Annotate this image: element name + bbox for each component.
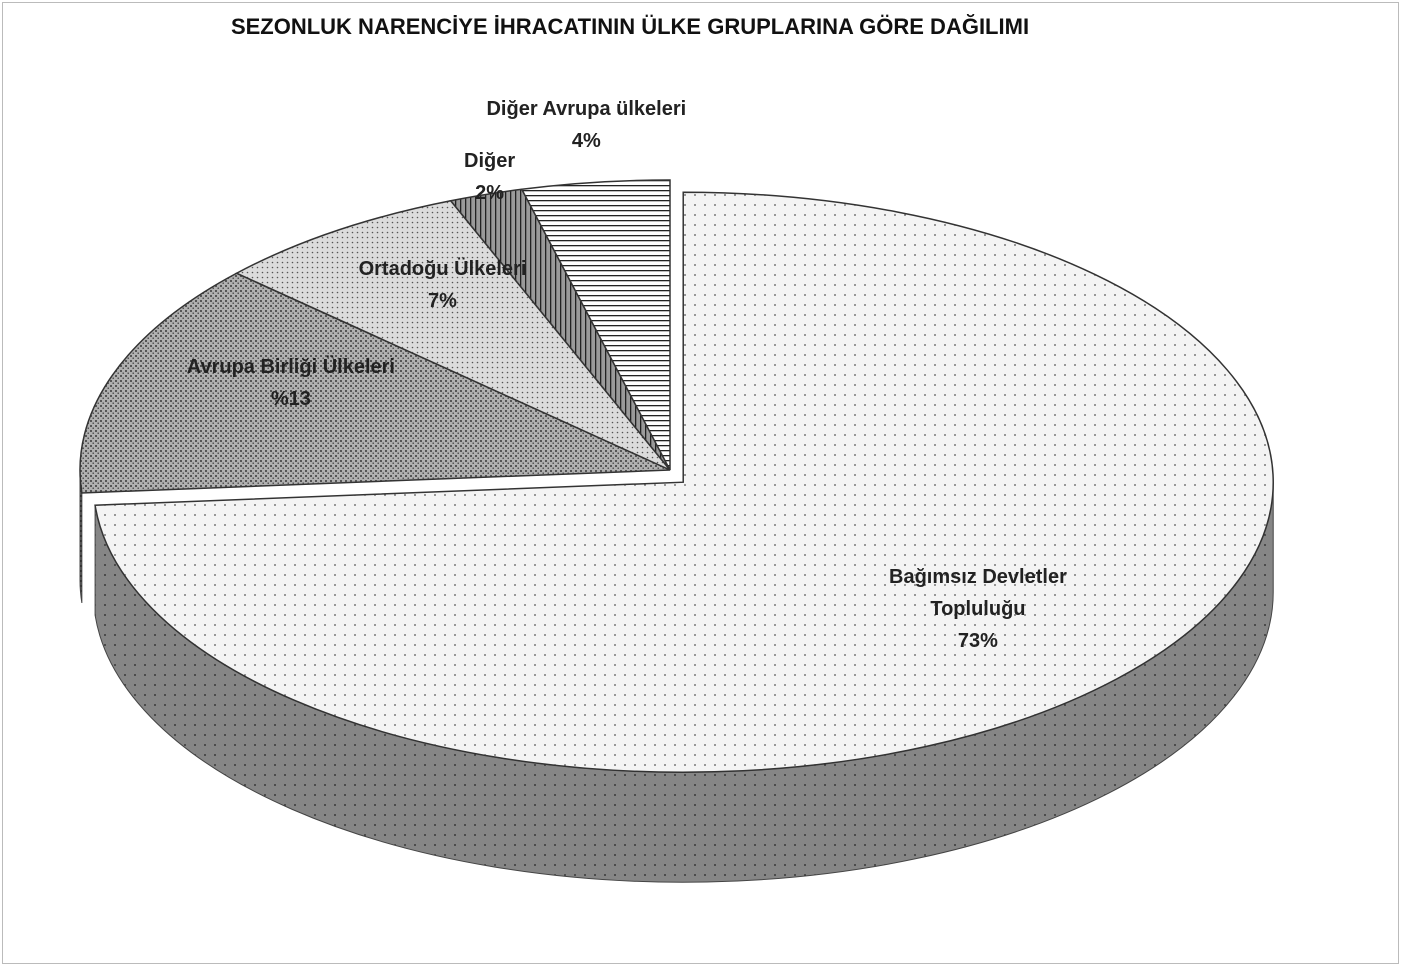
data-label: Avrupa Birliği Ülkeleri %13 — [161, 351, 421, 415]
data-label: Diğer Avrupa ülkeleri 4% — [456, 93, 716, 157]
value-label: 4% — [571, 129, 601, 152]
value-label: 7% — [428, 289, 457, 312]
data-label: Bağımsız Devletler Topluluğu 73% — [848, 561, 1108, 657]
value-label: 2% — [475, 181, 505, 204]
slice — [79, 272, 671, 494]
slice — [234, 199, 671, 471]
category-label: Diğer Avrupa ülkeleri — [486, 97, 687, 120]
chart-title: SEZONLUK NARENCİYE İHRACATININ ÜLKE GRUP… — [230, 14, 1030, 39]
value-label: %13 — [270, 387, 311, 410]
data-label: Diğer 2% — [360, 145, 620, 209]
category-label: Avrupa Birliği Ülkeleri — [186, 355, 395, 378]
data-label: Ortadoğu Ülkeleri 7% — [312, 253, 572, 317]
category-label: Diğer — [464, 149, 516, 172]
value-label: 73% — [957, 630, 998, 652]
slice — [520, 179, 671, 471]
category-label: Bağımsız Devletler Topluluğu — [889, 566, 1067, 620]
category-label: Ortadoğu Ülkeleri — [358, 257, 527, 280]
slice — [94, 191, 1274, 773]
